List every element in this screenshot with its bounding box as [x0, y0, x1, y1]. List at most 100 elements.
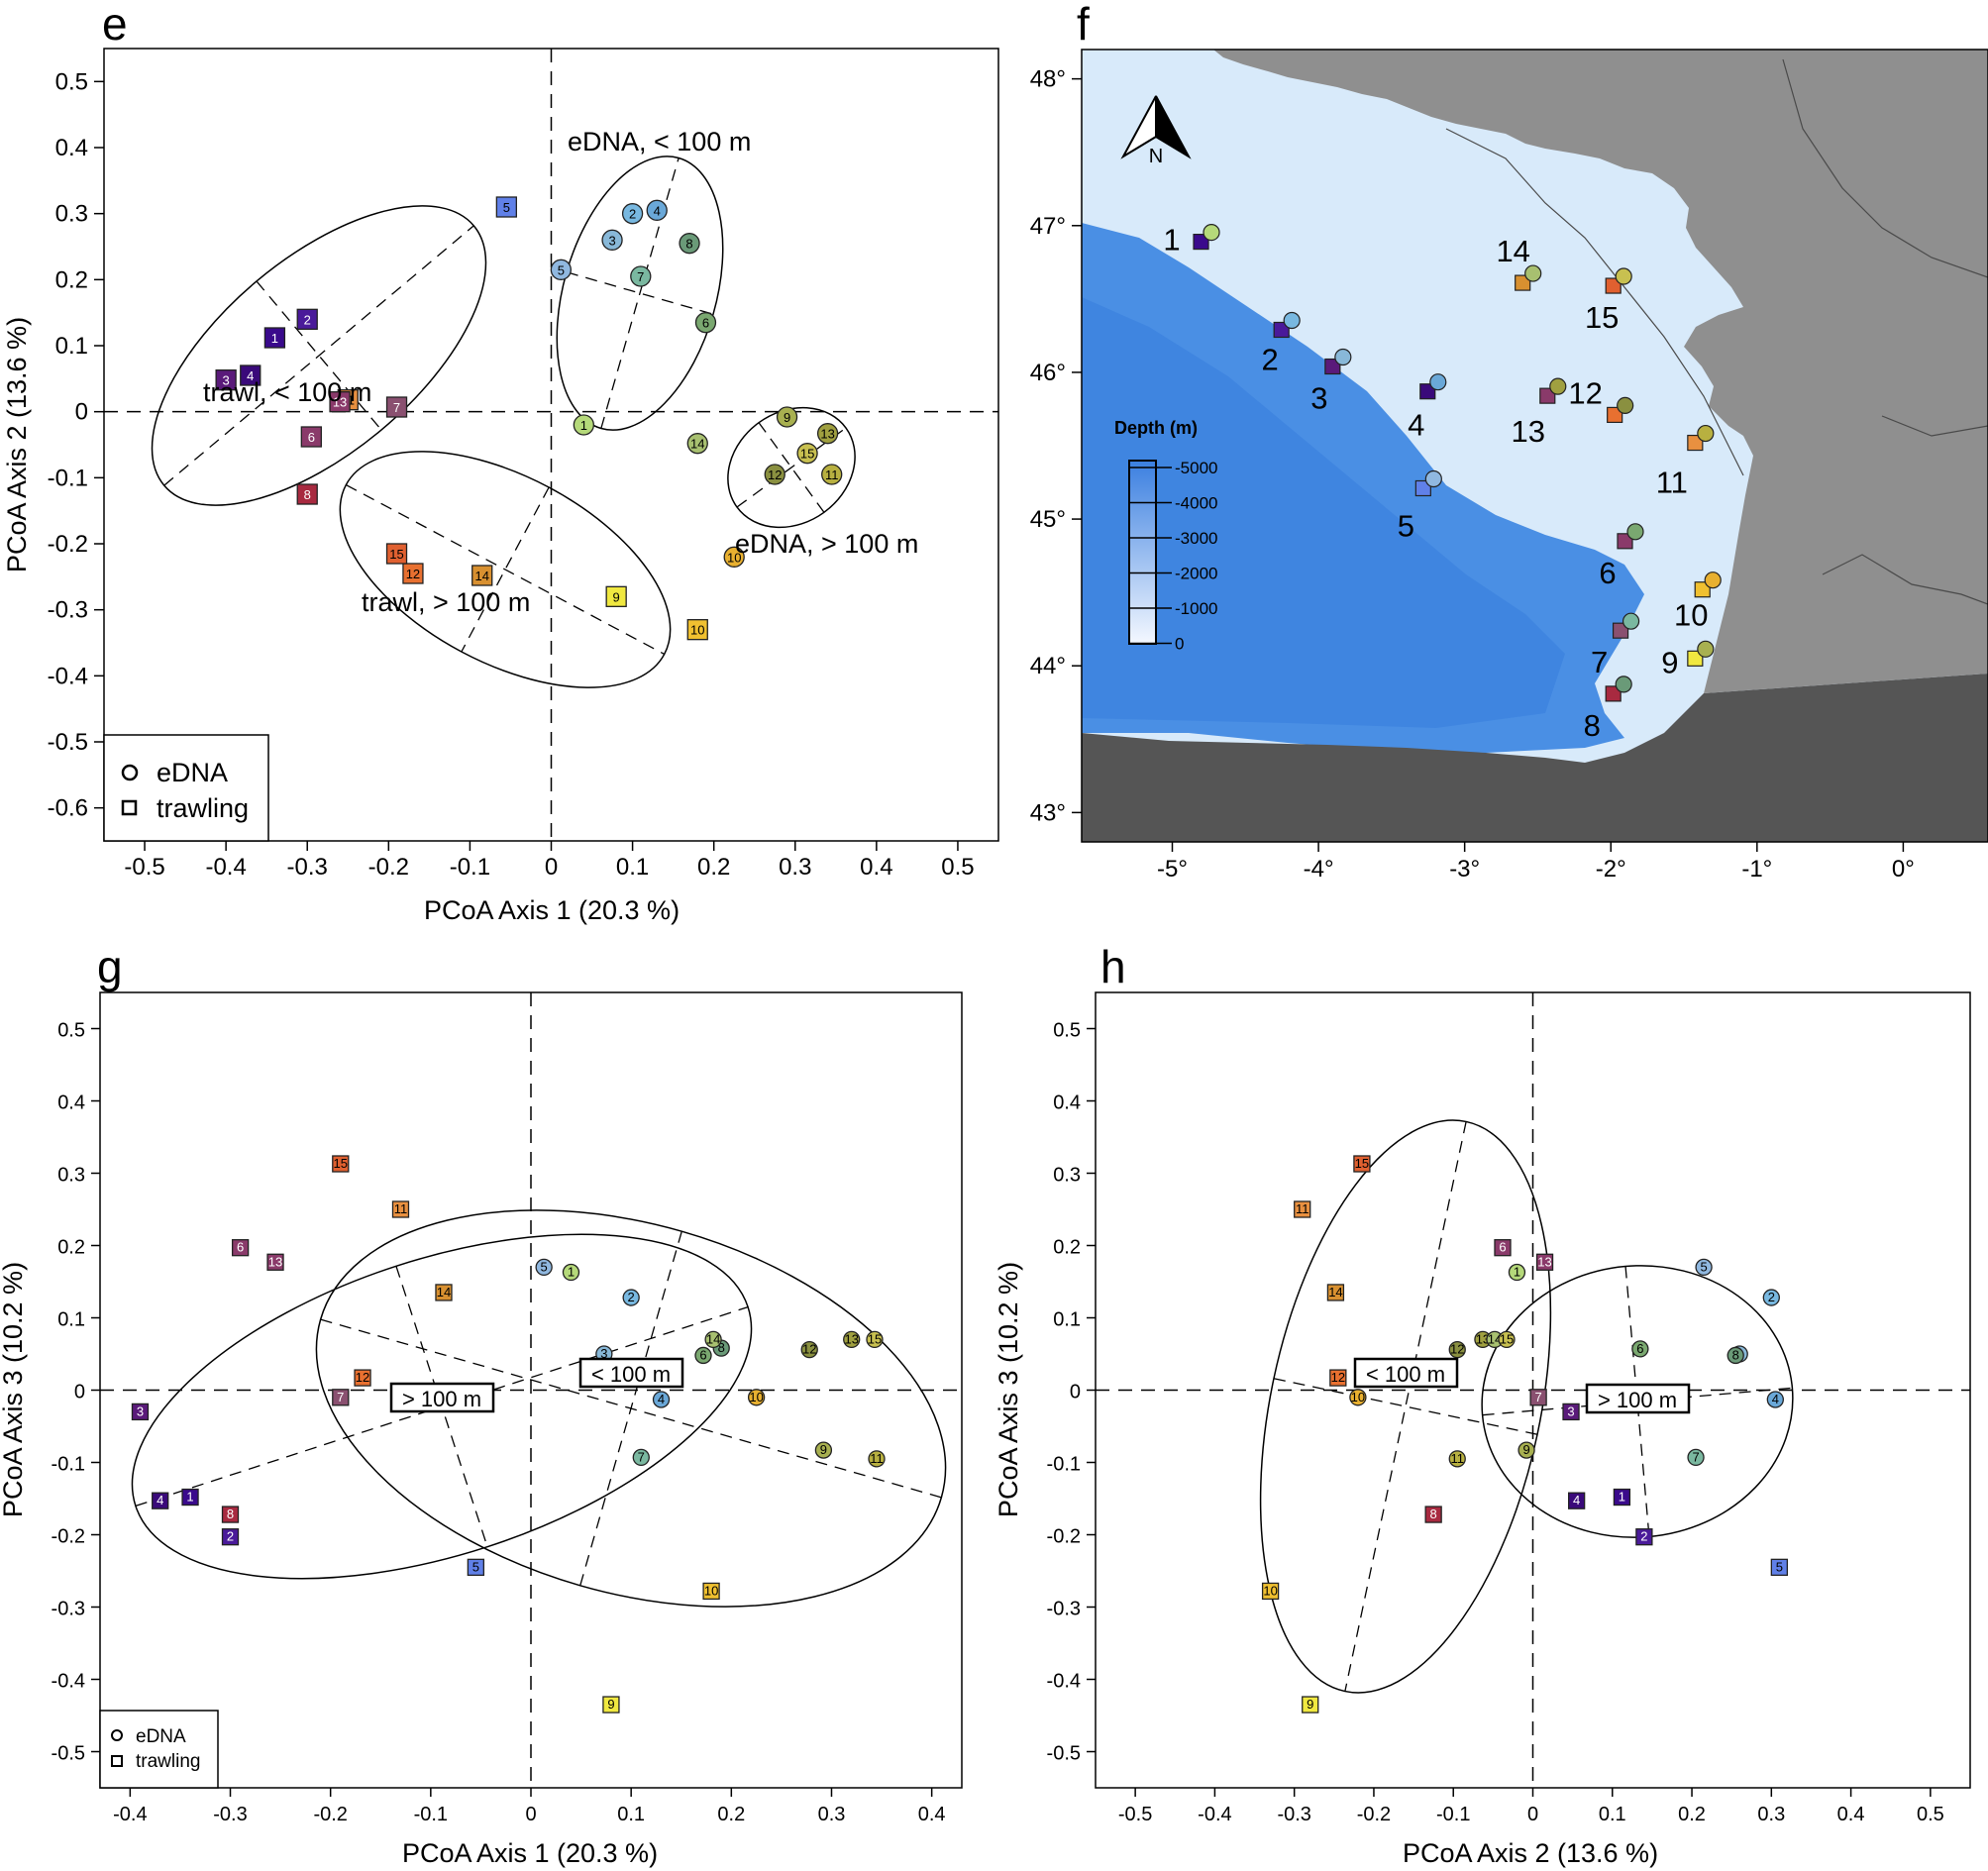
point-label-11: 11 — [825, 468, 839, 482]
trawl-point-14 — [1326, 1284, 1345, 1301]
edna-point-11 — [821, 464, 843, 485]
map-edna-marker-4 — [1429, 373, 1447, 391]
edna-point-1 — [562, 1263, 580, 1282]
station-label-9: 9 — [1661, 645, 1678, 679]
map-edna-marker-3 — [1334, 348, 1352, 366]
map-edna-marker-9 — [1697, 640, 1715, 658]
point-label-12: 12 — [802, 1342, 816, 1357]
point-label-7: 7 — [393, 400, 400, 415]
trawl-point-1 — [1613, 1488, 1631, 1507]
x-tick-label: 0.3 — [1757, 1804, 1785, 1825]
depth-legend-title: Depth (m) — [1114, 418, 1198, 438]
point-label-4: 4 — [1772, 1392, 1779, 1406]
x-tick-label: 0.4 — [860, 854, 892, 881]
panel-h-ticks: -0.5 -0.4 -0.3 -0.2 -0.1 0 0.1 0.2 0.3 0.4 0.5 0.5 0… — [1047, 1020, 1944, 1826]
lon-tick-label: -1° — [1741, 856, 1772, 883]
point-label-5: 5 — [558, 262, 565, 277]
point-label-2: 2 — [1640, 1529, 1647, 1544]
point-label-9: 9 — [607, 1697, 614, 1712]
point-label-7: 7 — [1535, 1390, 1542, 1404]
panel-g: g -0.4 -0.3 -0.2 -0.1 0 0.1 0.2 0.3 0.4 0.5 0.4 0.3… — [0, 941, 963, 1868]
point-label-4: 4 — [654, 203, 661, 218]
panel-h-label-shallow: < 100 m — [1353, 1357, 1459, 1389]
point-label-9: 9 — [820, 1442, 827, 1457]
north-label: N — [1149, 146, 1163, 167]
label-deep-g: > 100 m — [402, 1387, 481, 1411]
y-tick-label: 0.2 — [1053, 1237, 1081, 1259]
map-trawl-marker-13 — [1539, 387, 1556, 404]
panel-h-points: 1234567891011121314151234567891011121314… — [1261, 1155, 1788, 1714]
ellipse-edna-deep-major-axis — [736, 427, 847, 508]
map-edna-marker-10 — [1704, 572, 1722, 589]
point-label-6: 6 — [1499, 1240, 1506, 1255]
y-tick-label: -0.4 — [52, 1671, 85, 1693]
point-label-1: 1 — [1514, 1265, 1520, 1280]
point-label-15: 15 — [868, 1331, 882, 1346]
y-tick-label: 0.5 — [55, 68, 88, 95]
trawl-point-11 — [391, 1200, 410, 1218]
trawl-point-13 — [329, 391, 351, 413]
x-tick-label: 0.4 — [1837, 1804, 1865, 1825]
river-line — [1445, 128, 1744, 476]
station-label-13: 13 — [1512, 414, 1545, 449]
station-label-3: 3 — [1310, 381, 1327, 416]
river-line — [1822, 554, 1988, 605]
point-label-3: 3 — [137, 1403, 144, 1418]
panel-g-ellipses — [131, 1209, 947, 1608]
edna-point-6 — [694, 1346, 712, 1365]
edna-point-9 — [1517, 1441, 1535, 1459]
depth-legend-tick-label: -4000 — [1175, 494, 1217, 513]
edna-point-12 — [800, 1340, 818, 1359]
map-trawl-marker-2 — [1273, 321, 1290, 339]
lat-tick-label: 48° — [1030, 66, 1066, 93]
y-tick-label: 0 — [1070, 1382, 1081, 1403]
panel-h-ellipses — [1259, 1119, 1794, 1694]
edna-point-11 — [868, 1450, 886, 1468]
ellipse-shallow-h-minor-axis — [1344, 1121, 1467, 1692]
x-tick-label: 0.1 — [1599, 1804, 1626, 1825]
x-tick-label: 0 — [525, 1804, 536, 1825]
x-tick-label: -0.5 — [1118, 1804, 1152, 1825]
trawl-point-5 — [467, 1558, 485, 1576]
legend-square-icon — [121, 799, 138, 816]
lon-tick-label: -3° — [1449, 856, 1480, 883]
ellipse-edna-shallow-major-axis — [600, 157, 680, 429]
x-tick-label: 0.4 — [918, 1804, 946, 1825]
trawl-point-2 — [296, 308, 318, 330]
y-tick-label: 0.1 — [1053, 1309, 1081, 1331]
edna-point-1 — [1508, 1263, 1526, 1282]
point-label-11: 11 — [1296, 1201, 1309, 1216]
point-label-10: 10 — [1263, 1583, 1277, 1598]
point-label-13: 13 — [1476, 1331, 1490, 1346]
point-label-9: 9 — [784, 410, 790, 425]
river-line — [1881, 415, 1988, 437]
point-label-2: 2 — [1768, 1290, 1775, 1304]
y-tick-label: 0.4 — [1053, 1092, 1081, 1114]
point-label-12: 12 — [768, 468, 782, 482]
legend-g-trawling-label: trawling — [136, 1751, 200, 1772]
point-label-15: 15 — [800, 447, 814, 462]
trawl-point-8 — [296, 483, 318, 505]
trawl-point-12 — [1329, 1369, 1347, 1387]
edna-point-10 — [747, 1389, 766, 1406]
x-tick-label: -0.1 — [450, 854, 490, 881]
point-label-10: 10 — [704, 1583, 718, 1598]
point-label-10: 10 — [749, 1390, 763, 1404]
station-label-12: 12 — [1568, 375, 1602, 410]
y-tick-label: -0.4 — [1047, 1671, 1081, 1693]
edna-point-13 — [843, 1330, 861, 1349]
map-edna-marker-11 — [1697, 424, 1715, 443]
point-label-13: 13 — [268, 1254, 282, 1269]
panel-e-letter: e — [102, 0, 128, 50]
france-landmass — [1213, 50, 1988, 693]
point-label-4: 4 — [157, 1493, 163, 1507]
point-label-8: 8 — [304, 487, 311, 502]
trawl-point-1 — [263, 327, 286, 349]
map-edna-marker-2 — [1283, 311, 1301, 330]
trawl-point-9 — [602, 1696, 620, 1714]
trawl-point-7 — [385, 396, 408, 418]
panel-g-label-deep: > 100 m — [389, 1382, 495, 1413]
x-tick-label: 0.2 — [697, 854, 730, 881]
